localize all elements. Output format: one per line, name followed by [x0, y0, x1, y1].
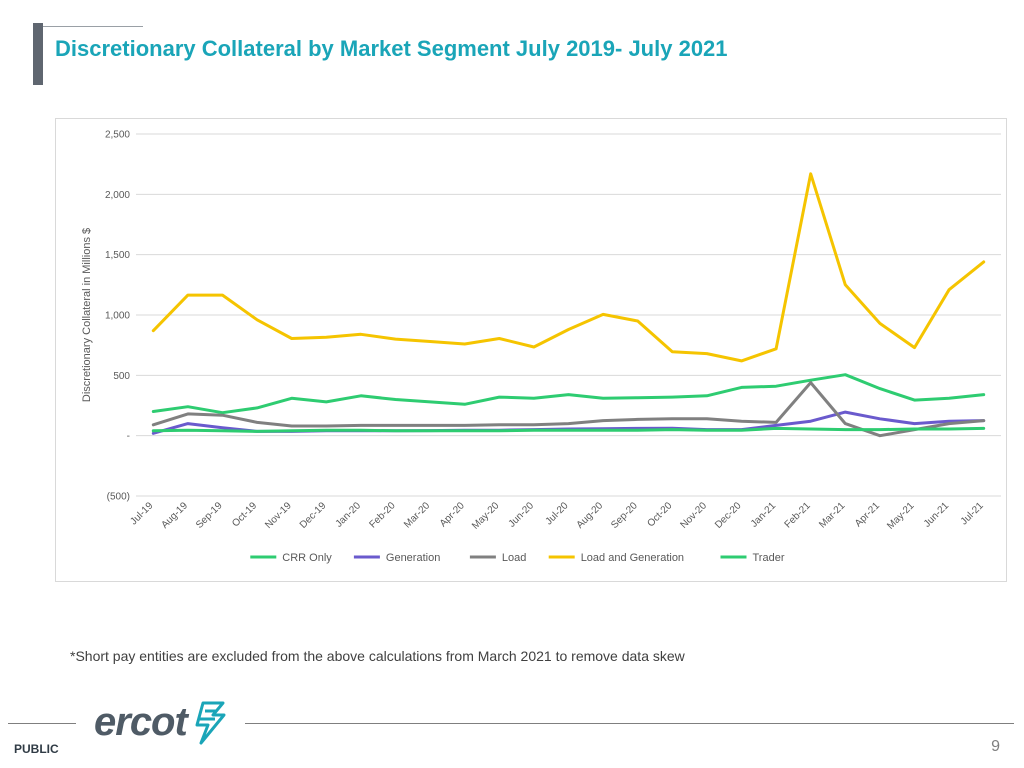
x-tick-label: Nov-19	[263, 500, 294, 531]
series-lines	[151, 172, 986, 438]
x-tick-label: Sep-19	[194, 500, 225, 531]
y-tick-labels: 2,500 2,000 1,500 1,000 500 - (500)	[105, 130, 130, 503]
x-tick-label: Sep-20	[609, 500, 640, 531]
x-tick-label: Feb-21	[783, 500, 813, 530]
x-tick-label: Aug-19	[159, 500, 190, 531]
legend-label: Load and Generation	[581, 552, 684, 564]
legend-label: CRR Only	[282, 552, 332, 564]
footer-rule-left	[8, 723, 76, 724]
ercot-logo: ercot	[94, 700, 227, 745]
x-tick-label: Apr-20	[438, 500, 467, 529]
lightning-bolt-icon	[195, 701, 226, 744]
legend-label: Generation	[386, 552, 440, 564]
series-line-load-and-generation	[151, 172, 986, 363]
y-tick-label: (500)	[107, 492, 130, 503]
y-tick-label: 2,500	[105, 130, 130, 141]
x-tick-label: Dec-19	[298, 500, 329, 531]
x-tick-label: Nov-20	[678, 500, 709, 531]
x-tick-label: Apr-21	[853, 500, 882, 529]
x-tick-label: Jul-21	[959, 500, 986, 527]
logo-text: ercot	[94, 700, 188, 744]
x-tick-label: Feb-20	[367, 500, 397, 530]
x-tick-label: Mar-21	[817, 500, 847, 530]
title-rule	[43, 26, 143, 27]
x-tick-label: Oct-19	[230, 500, 259, 529]
legend: CRR Only Generation Load Load and Generatio…	[250, 552, 785, 564]
x-tick-label: Mar-20	[402, 500, 432, 530]
legend-label: Trader	[753, 552, 785, 564]
footer-rule-right	[245, 723, 1014, 724]
page-title: Discretionary Collateral by Market Segme…	[55, 36, 728, 61]
series-line-crr-only	[151, 373, 986, 415]
x-tick-label: Aug-20	[575, 500, 606, 531]
x-tick-label: May-21	[885, 500, 917, 532]
y-tick-label: 1,500	[105, 250, 130, 261]
footnote: *Short pay entities are excluded from th…	[70, 648, 685, 664]
title-accent-bar	[33, 23, 43, 85]
classification-label: PUBLIC	[14, 742, 59, 756]
y-tick-label: 2,000	[105, 190, 130, 201]
grid-lines	[136, 133, 1001, 497]
y-tick-label: 1,000	[105, 311, 130, 322]
x-tick-label: Jun-20	[507, 500, 537, 530]
x-tick-label: Jul-19	[128, 500, 155, 527]
y-tick-label: 500	[113, 371, 130, 382]
x-tick-label: May-20	[470, 500, 502, 532]
series-line-load	[151, 381, 986, 438]
x-tick-label: Jan-20	[334, 500, 364, 530]
x-tick-label: Jul-20	[544, 500, 571, 527]
legend-label: Load	[502, 552, 526, 564]
page-number: 9	[991, 738, 1000, 755]
series-line-trader	[151, 426, 986, 433]
x-tick-label: Dec-20	[713, 500, 744, 531]
x-tick-label: Jan-21	[749, 500, 779, 530]
y-tick-label: -	[127, 431, 130, 442]
chart-frame: 2,500 2,000 1,500 1,000 500- (500) Jul-19 Aug-…	[55, 118, 1007, 582]
x-tick-label: Oct-20	[645, 500, 674, 529]
x-tick-labels: Jul-19 Aug-19 Sep-19 Oct-19 Nov-19 Dec-19 Jan-…	[128, 500, 986, 532]
x-tick-label: Jun-21	[922, 500, 952, 530]
y-axis-title: Discretionary Collateral in Millions $	[81, 228, 93, 402]
